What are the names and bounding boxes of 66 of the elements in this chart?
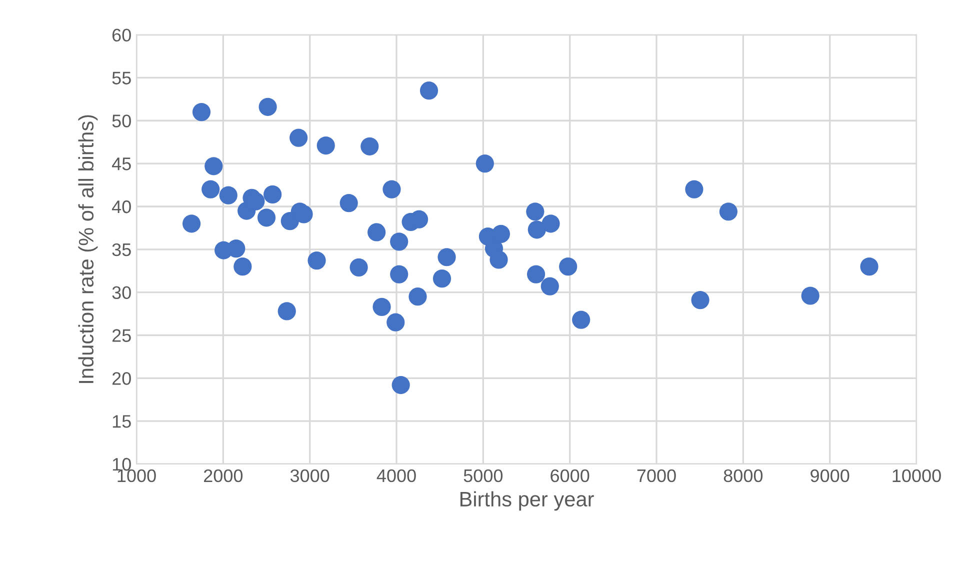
point	[526, 202, 544, 221]
x-tick-label: 10000	[892, 469, 941, 482]
point	[719, 202, 738, 221]
x-tick-label: 2000	[204, 469, 243, 482]
x-tick-label: 8000	[724, 469, 763, 482]
point	[438, 248, 456, 266]
y-tick-label: 55	[112, 72, 131, 84]
point	[392, 376, 410, 394]
point	[492, 224, 510, 244]
point	[390, 232, 408, 251]
x-tick-label: 7000	[637, 469, 676, 482]
point	[368, 223, 386, 242]
x-axis-title: Births per year	[460, 491, 594, 511]
y-tick-label: 50	[112, 114, 131, 128]
point	[559, 258, 578, 276]
point	[234, 258, 252, 276]
point	[476, 154, 494, 173]
point	[685, 180, 704, 198]
point	[526, 265, 546, 284]
point	[257, 208, 276, 227]
point	[340, 194, 358, 212]
y-tick-label: 60	[112, 28, 131, 42]
point	[290, 128, 308, 147]
point	[360, 137, 379, 156]
point	[572, 310, 590, 329]
point	[227, 239, 246, 258]
point	[278, 302, 296, 320]
point	[258, 98, 277, 116]
x-tick-label: 3000	[290, 469, 330, 482]
point	[528, 220, 546, 239]
point	[372, 298, 391, 316]
point	[192, 103, 211, 122]
point	[420, 82, 438, 100]
point	[202, 180, 220, 198]
point	[386, 313, 405, 332]
point	[219, 186, 238, 204]
point	[542, 214, 560, 233]
point	[264, 185, 282, 204]
point	[490, 250, 508, 269]
x-tick-label: 4000	[376, 469, 416, 482]
x-tick-label: 5000	[464, 469, 503, 482]
y-tick-label: 40	[112, 200, 131, 214]
x-tick-label: 1000	[118, 469, 156, 482]
point	[350, 258, 368, 276]
y-tick-label: 20	[112, 372, 131, 385]
y-tick-label: 10	[112, 458, 131, 471]
x-tick-label: 9000	[810, 469, 850, 482]
point	[390, 265, 408, 284]
point	[316, 136, 335, 155]
point	[308, 252, 326, 270]
y-tick-label: 45	[112, 158, 131, 170]
y-axis-title: Induction rate (% of all births)	[78, 115, 98, 383]
point	[182, 214, 201, 233]
y-tick-label: 35	[112, 243, 131, 256]
point	[801, 286, 820, 305]
point	[204, 157, 223, 176]
y-tick-label: 30	[112, 286, 131, 300]
y-tick-label: 25	[112, 329, 131, 342]
y-tick-label: 15	[112, 415, 131, 428]
point	[408, 288, 427, 306]
point	[382, 180, 401, 198]
point	[432, 270, 452, 288]
point	[860, 258, 878, 276]
point	[691, 290, 710, 310]
x-tick-label: 6000	[550, 469, 590, 482]
point	[540, 277, 559, 296]
